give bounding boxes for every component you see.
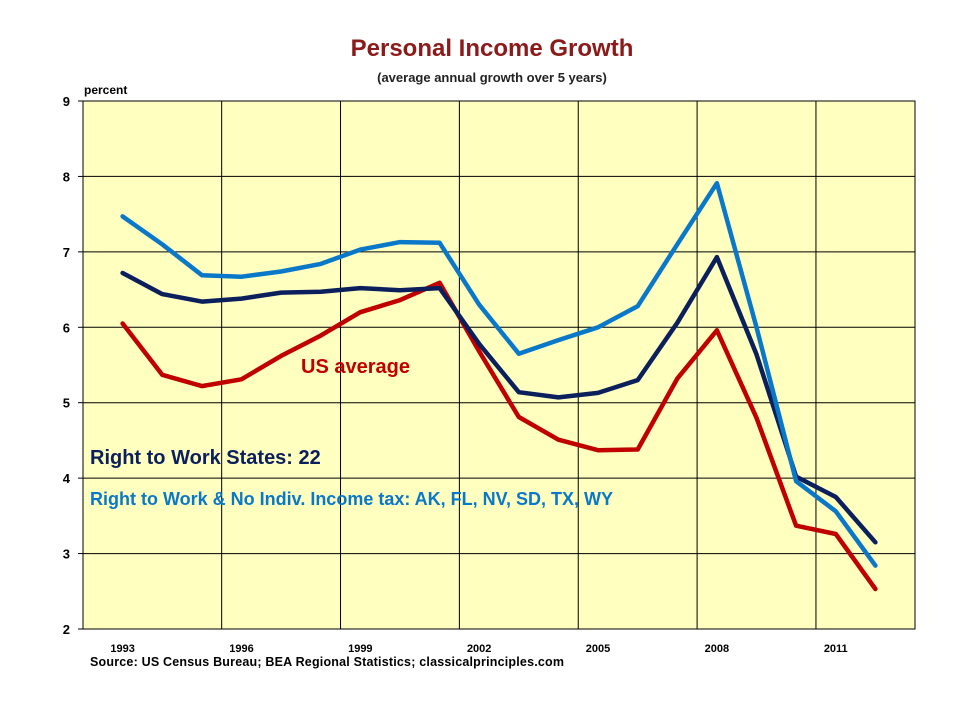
x-tick-label: 2002 xyxy=(467,643,491,655)
series-line-us-average xyxy=(120,280,878,592)
source-note: Source: US Census Bureau; BEA Regional S… xyxy=(90,655,565,669)
x-tick-label: 2005 xyxy=(586,643,610,655)
x-tick-label: 2011 xyxy=(824,643,848,655)
y-axis-ticks: 2 3 4 5 6 7 8 9 xyxy=(63,94,83,637)
series-lines xyxy=(120,180,878,592)
y-tick-label: 9 xyxy=(63,94,70,109)
annotation-no-income-tax: Right to Work & No Indiv. Income tax: AK… xyxy=(90,489,613,509)
y-tick-label: 5 xyxy=(63,396,70,411)
x-tick-label: 1996 xyxy=(229,643,253,655)
x-tick-label: 2008 xyxy=(705,643,729,655)
y-axis-unit-label: percent xyxy=(84,83,128,97)
y-tick-label: 8 xyxy=(63,169,70,184)
annotation-us-average: US average xyxy=(301,356,410,378)
chart-subtitle: (average annual growth over 5 years) xyxy=(377,70,607,85)
y-tick-label: 3 xyxy=(63,547,70,562)
x-tick-label: 1993 xyxy=(110,643,134,655)
series-line-no-income-tax xyxy=(120,180,878,568)
y-tick-label: 7 xyxy=(63,245,70,260)
y-tick-label: 4 xyxy=(63,471,71,486)
x-tick-label: 1999 xyxy=(348,643,372,655)
series-line-right-to-work xyxy=(120,254,878,545)
x-axis-ticks: 1993 1996 1999 2002 2005 2008 2011 xyxy=(110,643,847,655)
y-tick-label: 6 xyxy=(63,320,70,335)
annotation-right-to-work: Right to Work States: 22 xyxy=(90,447,321,469)
y-tick-label: 2 xyxy=(63,622,70,637)
chart-title: Personal Income Growth xyxy=(350,35,634,62)
